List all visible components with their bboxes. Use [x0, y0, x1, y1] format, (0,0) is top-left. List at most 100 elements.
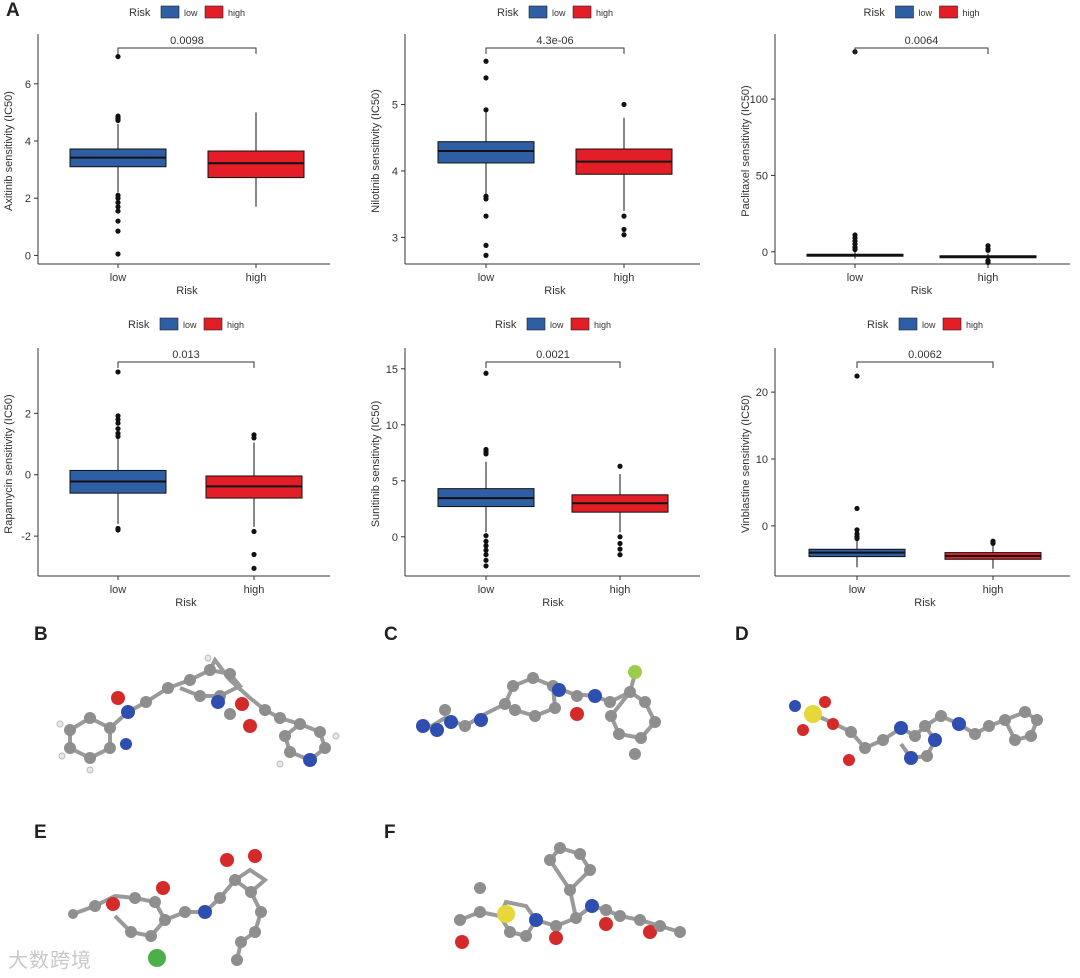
plot2-pvalue-label: 4.3e-06 — [536, 35, 573, 47]
plot4-ytick-label: 2 — [25, 408, 31, 420]
plot4-outlier-high — [251, 528, 257, 535]
plot4-outlier-low — [115, 433, 121, 439]
plot1-outlier-low — [115, 204, 121, 210]
plot4-legend-title: Risk — [128, 319, 150, 331]
plot3-ylabel: Paclitaxel sensitivity (IC50) — [740, 85, 752, 216]
molecule-e-image — [68, 849, 269, 967]
plot3-ytick-label: 100 — [750, 94, 768, 106]
plot4-ylabel: Rapamycin sensitivity (IC50) — [3, 394, 15, 533]
plot2-xlabel: Risk — [544, 285, 566, 297]
plot5-pvalue-label: 0.0021 — [536, 349, 570, 361]
plot1-legend-label-low: low — [184, 8, 198, 18]
plot2-outlier-high — [621, 232, 627, 238]
panel-letter-c: C — [384, 624, 398, 645]
panel-letter-b: B — [34, 624, 48, 645]
plot2-outlier-low — [483, 242, 489, 248]
plot4-pvalue-bracket — [117, 361, 255, 368]
plot4-outlier-low — [115, 426, 121, 432]
plot1-legend-label-high: high — [228, 8, 245, 18]
molecule-b-image — [56, 654, 340, 774]
plot1-legend-title: Risk — [129, 7, 151, 19]
panel-letter-f: F — [384, 822, 396, 843]
plot6-outlier-low — [854, 505, 860, 512]
plot6-xlabel: Risk — [914, 597, 936, 609]
plot4-pvalue-label: 0.013 — [172, 349, 200, 361]
plot3-pvalue-bracket — [854, 47, 989, 54]
watermark-text: 大数跨境 — [8, 948, 92, 972]
plot2-outlier-low — [483, 58, 489, 64]
plot5-legend-label-high: high — [594, 320, 611, 330]
plot6-outlier-low — [854, 535, 860, 542]
plot2-ytick-label: 5 — [392, 99, 398, 111]
plot2-outlier-low — [483, 213, 489, 219]
plot4-legend-key-low — [159, 317, 179, 331]
plot5-outlier-low — [483, 557, 489, 563]
plot6-ytick-label: 20 — [756, 387, 768, 399]
plot2-legend-label-high: high — [596, 8, 613, 18]
plot3-ytick-label: 0 — [762, 247, 768, 259]
plot2-outlier-high — [621, 226, 627, 233]
molecule-d-image — [789, 696, 1043, 766]
plot6-outlier-high — [990, 540, 996, 546]
plot3-xtick-label-high: high — [978, 272, 999, 284]
plot1-outlier-low — [115, 117, 121, 123]
plot1-pvalue-label: 0.0098 — [170, 35, 204, 47]
plot5-xtick-label-high: high — [610, 584, 631, 596]
plot4-legend-label-high: high — [227, 320, 244, 330]
plot3-xtick-label-low: low — [847, 272, 864, 284]
plot3-outlier-high — [985, 247, 991, 253]
plot5-outlier-low — [483, 538, 489, 544]
plot5-outlier-low — [483, 543, 489, 549]
plot5-ylabel: Sunitinib sensitivity (IC50) — [370, 401, 382, 528]
plot1-outlier-low — [115, 251, 121, 257]
plot2-ytick-label: 4 — [392, 166, 398, 178]
plot1-ytick-label: 0 — [25, 250, 31, 262]
plot1-outlier-low — [115, 228, 121, 234]
plot1-ytick-label: 2 — [25, 193, 31, 205]
boxplot-grid: 0 2 4 6 Axitinib sensitivity (IC50) low high Ri… — [3, 5, 1070, 609]
plot3-pvalue-label: 0.0064 — [905, 35, 939, 47]
plot4-xlabel: Risk — [175, 597, 197, 609]
plot3-ytick-label: 50 — [756, 170, 768, 182]
plot6-legend-label-low: low — [922, 320, 936, 330]
plot1-outlier-low — [115, 218, 121, 224]
plot1-ytick-label: 4 — [25, 136, 31, 148]
plot5-outlier-low — [483, 563, 489, 569]
plot5-xlabel: Risk — [542, 597, 564, 609]
plot1-legend-key-high — [204, 5, 224, 19]
plot4-outlier-high — [251, 551, 257, 558]
plot2-legend-key-high — [572, 5, 592, 19]
plot5-outlier-high — [617, 540, 623, 547]
plot5-outlier-low — [483, 451, 489, 457]
plot5-ytick-label: 10 — [386, 420, 398, 432]
plot3-legend-key-high — [939, 5, 958, 19]
panel-letter-a: A — [6, 0, 20, 21]
plot6-pvalue-label: 0.0062 — [908, 349, 942, 361]
plot4-outlier-low — [115, 416, 121, 423]
plot5-outlier-high — [617, 546, 623, 552]
plot5-outlier-low — [483, 370, 489, 376]
plot5-ytick-label: 0 — [392, 532, 398, 544]
plot2-box-low — [437, 141, 535, 164]
plot1-outlier-low — [115, 53, 121, 60]
plot5-outlier-high — [617, 534, 623, 540]
plot6-legend-key-high — [942, 317, 962, 331]
plot5-outlier-low — [483, 533, 489, 539]
plot2-outlier-low — [483, 252, 489, 258]
plot4-xtick-label-low: low — [110, 584, 127, 596]
plot5-outlier-low — [483, 547, 489, 553]
plot1-ylabel: Axitinib sensitivity (IC50) — [3, 91, 15, 211]
plot4-outlier-low — [115, 420, 121, 426]
plot6-outlier-low — [854, 373, 860, 379]
panel-letter-d: D — [735, 624, 749, 645]
plot2-xtick-label-low: low — [478, 272, 495, 284]
plot1-legend-key-low — [160, 5, 180, 19]
plot3-legend-key-low — [895, 5, 914, 19]
plot2-legend-label-low: low — [552, 8, 566, 18]
plot5-outlier-low — [483, 552, 489, 558]
plot6-legend-title: Risk — [867, 319, 889, 331]
plot1-pvalue-bracket — [117, 47, 257, 54]
plot2-outlier-high — [621, 213, 627, 219]
plot6-ytick-label: 10 — [756, 454, 768, 466]
plot6-outlier-low — [854, 527, 860, 533]
